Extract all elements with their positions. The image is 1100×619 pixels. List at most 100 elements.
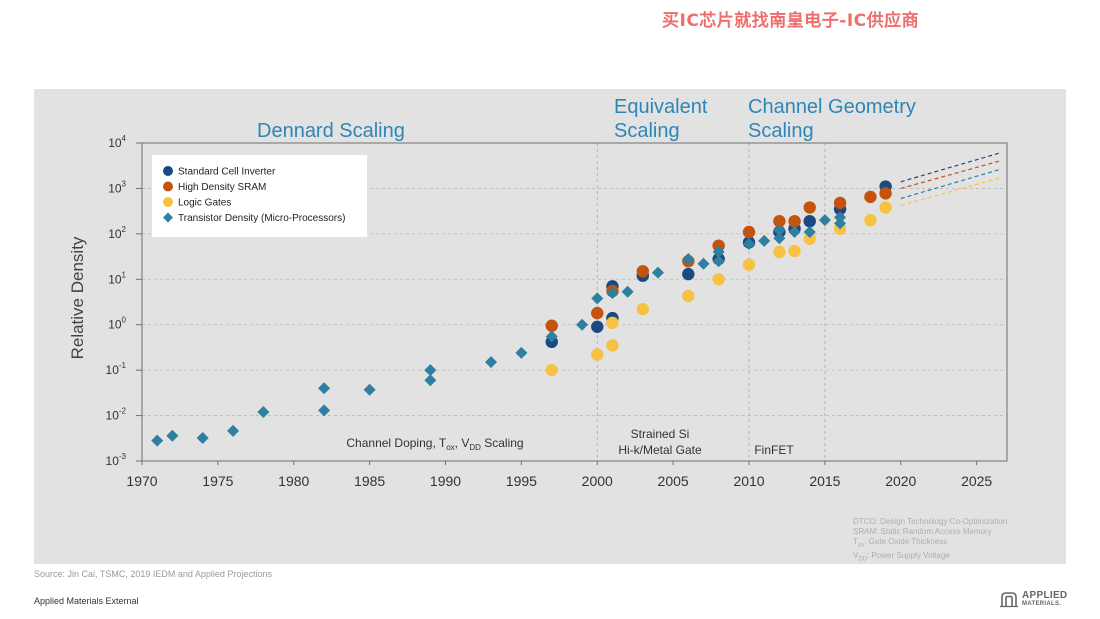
- glossary-tox-main: T: [853, 537, 858, 546]
- applied-materials-logo: APPLIED MATERIALS.: [999, 590, 1067, 608]
- data-point-sram: [879, 187, 892, 200]
- glossary-sram: SRAM: Static Random Access Memory: [853, 527, 992, 536]
- data-point-sram: [636, 265, 649, 278]
- era-title-equivalent-line1: Equivalent: [614, 96, 708, 118]
- projection-line: [900, 152, 1000, 183]
- data-point-transistor: [773, 232, 786, 245]
- y-tick-label: 10-2: [106, 407, 127, 423]
- data-point-logic: [864, 213, 877, 227]
- y-tick-label-base: 10: [108, 136, 122, 150]
- data-point-transistor: [545, 330, 558, 343]
- data-point-transistor: [758, 234, 771, 247]
- data-point-transistor: [712, 245, 725, 258]
- data-point-transistor: [621, 285, 634, 298]
- y-tick-label: 103: [108, 179, 126, 195]
- data-point-sram: [773, 214, 786, 228]
- data-point-transistor: [424, 374, 437, 387]
- legend-marker-sram: [163, 181, 173, 192]
- data-point-sram: [833, 196, 847, 210]
- data-point-logic: [742, 258, 756, 271]
- data-point-logic: [788, 244, 801, 258]
- data-point-transistor: [591, 292, 604, 305]
- y-tick-label-base: 10: [106, 454, 120, 468]
- data-point-transistor: [743, 237, 756, 250]
- y-tick-label-base: 10: [108, 318, 122, 332]
- data-point-transistor: [803, 225, 816, 238]
- y-tick-label-base: 10: [108, 181, 122, 195]
- x-tick-label: 1995: [506, 473, 537, 489]
- x-tick-label: 1980: [278, 473, 309, 489]
- x-tick-label: 2010: [733, 473, 764, 489]
- data-point-sram: [545, 319, 558, 332]
- legend-label: Transistor Density (Micro-Processors): [178, 213, 345, 224]
- data-point-logic: [606, 339, 619, 352]
- glossary-tox-sub: ox: [857, 542, 865, 549]
- plot-frame: [141, 142, 1008, 462]
- data-point-inverter: [803, 214, 816, 228]
- data-point-transistor: [818, 214, 831, 227]
- y-tick-label-exponent: -3: [119, 452, 127, 461]
- projection-layer: [900, 152, 1000, 207]
- x-tick-label: 1970: [126, 473, 157, 489]
- y-tick-label-exponent: 0: [122, 316, 127, 325]
- projection-line: [900, 177, 1000, 207]
- y-tick-label-exponent: 1: [122, 270, 127, 279]
- annotation-finfet: FinFET: [754, 443, 794, 457]
- y-tick-label: 10-3: [106, 452, 127, 468]
- projection-line: [900, 169, 1000, 200]
- y-tick-label-base: 10: [106, 363, 120, 377]
- legend-background: [152, 155, 367, 237]
- glossary-vdd: VDD: Power Supply Voltage: [853, 551, 1007, 565]
- y-tick-label-exponent: 2: [122, 225, 127, 234]
- y-tick-label-exponent: -2: [119, 407, 127, 416]
- legend-label: Standard Cell Inverter: [178, 167, 276, 178]
- data-point-logic: [712, 273, 725, 286]
- annotation-layer: Channel Doping, Tox, VDD Scaling Straine…: [346, 427, 794, 457]
- data-point-transistor: [682, 252, 695, 265]
- annotation-tox-sub: ox: [446, 443, 454, 452]
- annotation-channel-doping-pre: Channel Doping, T: [346, 436, 447, 450]
- data-point-transistor: [196, 432, 209, 445]
- data-point-sram: [742, 225, 756, 239]
- data-point-logic: [803, 232, 816, 245]
- data-point-sram: [803, 201, 816, 214]
- data-point-logic: [591, 348, 604, 361]
- logo-text-line2: MATERIALS.: [1022, 600, 1062, 607]
- data-point-logic: [773, 245, 786, 259]
- y-tick-label-base: 10: [108, 272, 122, 286]
- era-title-equivalent-line2: Scaling: [614, 120, 680, 142]
- annotation-strained-si: Strained Si: [631, 427, 690, 441]
- data-point-transistor: [773, 224, 786, 237]
- y-tick-label: 100: [108, 316, 126, 332]
- era-title-equivalent: Equivalent Scaling: [614, 95, 707, 143]
- era-divider-layer: [596, 143, 826, 461]
- data-point-transistor: [712, 255, 725, 268]
- y-tick-label: 102: [108, 225, 126, 241]
- glossary-tox-rest: : Gate Oxide Thickness: [864, 537, 948, 546]
- data-point-transistor: [651, 266, 664, 279]
- data-point-transistor: [576, 318, 589, 331]
- data-point-logic: [682, 289, 695, 303]
- y-tick-label-exponent: 4: [122, 134, 127, 143]
- data-point-logic: [636, 302, 649, 316]
- data-point-transistor: [606, 286, 619, 299]
- annotation-vdd-sub: DD: [469, 443, 481, 452]
- point-layer: [151, 180, 892, 447]
- glossary-vdd-sub: DD: [858, 556, 868, 563]
- data-point-transistor: [697, 257, 710, 270]
- data-point-transistor: [166, 429, 179, 442]
- logo-text-line1: APPLIED: [1022, 589, 1068, 601]
- annotation-channel-doping-mid: , V: [455, 436, 470, 450]
- glossary-dtco: DTCO: Design Technology Co-Optimization: [853, 517, 1008, 526]
- data-point-inverter: [591, 320, 604, 333]
- y-tick-label-exponent: -1: [119, 361, 127, 370]
- data-point-sram: [788, 214, 801, 228]
- x-tick-label: 2000: [582, 473, 613, 489]
- x-tick-label: 2020: [885, 473, 916, 489]
- data-point-inverter: [682, 267, 695, 281]
- y-tick-label-base: 10: [108, 227, 122, 241]
- y-tick-label: 104: [108, 134, 126, 150]
- glossary: DTCO: Design Technology Co-Optimization …: [853, 517, 1007, 564]
